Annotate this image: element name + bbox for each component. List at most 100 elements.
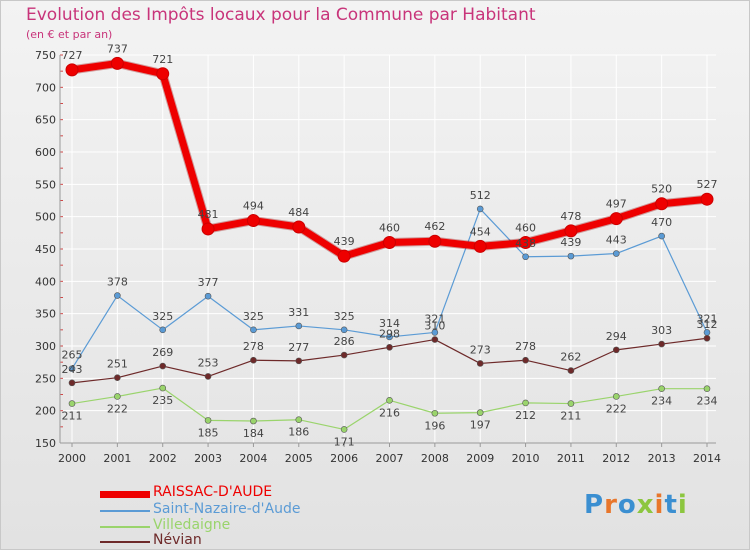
data-label: 222	[107, 402, 128, 415]
y-tick-label: 200	[35, 405, 56, 418]
legend-label: RAISSAC-D'AUDE	[153, 484, 273, 500]
data-point	[386, 397, 393, 404]
data-point	[476, 205, 484, 213]
data-label: 186	[288, 426, 309, 439]
data-point	[522, 356, 529, 364]
data-label: 443	[606, 234, 627, 247]
data-label: 484	[288, 206, 309, 219]
x-tick-label: 2010	[512, 452, 540, 465]
y-tick-label: 600	[35, 146, 56, 159]
data-label: 321	[424, 312, 445, 325]
y-tick-label: 350	[35, 308, 56, 321]
data-label: 470	[651, 216, 672, 229]
y-tick-label: 700	[35, 81, 56, 94]
data-label: 737	[107, 42, 128, 55]
data-label: 277	[288, 341, 309, 354]
data-label: 527	[697, 178, 718, 191]
y-tick-label: 550	[35, 178, 56, 191]
data-label: 211	[62, 410, 83, 423]
data-point	[476, 409, 484, 416]
brand-letter: t	[664, 490, 678, 520]
data-point	[612, 346, 620, 354]
data-label: 312	[697, 318, 718, 331]
brand-letter: P	[584, 490, 605, 520]
legend-label: Saint-Nazaire-d'Aude	[153, 501, 301, 517]
data-point	[340, 351, 348, 359]
data-label: 269	[152, 346, 173, 359]
x-tick-label: 2008	[421, 452, 449, 465]
data-label: 171	[334, 435, 355, 448]
legend-label: Névian	[153, 532, 202, 548]
data-label: 494	[243, 200, 264, 213]
data-point	[386, 333, 393, 341]
legend-swatch	[100, 541, 150, 543]
data-label: 185	[198, 426, 219, 439]
chart-title: Evolution des Impôts locaux pour la Comm…	[26, 5, 536, 25]
data-point	[522, 253, 529, 261]
legend-swatch	[100, 490, 150, 498]
x-tick-label: 2013	[648, 452, 676, 465]
data-point	[431, 336, 439, 343]
x-tick-label: 2004	[239, 452, 267, 465]
data-point	[246, 214, 260, 228]
data-point	[428, 234, 442, 248]
data-point	[658, 340, 665, 348]
data-point	[204, 373, 212, 380]
x-tick-label: 2001	[103, 452, 131, 465]
data-point	[295, 322, 303, 330]
legend-swatch	[100, 510, 150, 512]
data-point	[519, 236, 533, 250]
data-label: 454	[470, 225, 491, 238]
data-label: 234	[697, 395, 718, 408]
data-label: 278	[243, 340, 264, 353]
data-label: 298	[379, 327, 400, 340]
data-point	[703, 329, 711, 336]
x-tick-label: 2003	[194, 452, 222, 465]
data-point	[295, 416, 303, 424]
data-point	[159, 326, 167, 334]
data-label: 727	[62, 49, 83, 62]
data-point	[567, 400, 575, 407]
data-point	[68, 379, 76, 387]
data-label: 234	[651, 395, 672, 408]
data-label: 303	[651, 324, 672, 337]
legend-swatch	[100, 526, 150, 528]
data-point	[609, 212, 623, 226]
brand-letter: x	[636, 490, 655, 520]
data-point	[156, 67, 170, 81]
data-point	[703, 385, 711, 392]
data-point	[114, 292, 121, 299]
grid	[60, 54, 716, 444]
x-tick-label: 2000	[58, 452, 86, 465]
legend-label: Villedaigne	[153, 517, 231, 533]
data-point	[567, 252, 575, 260]
data-label: 721	[152, 53, 173, 66]
data-label: 211	[560, 410, 581, 423]
data-point	[114, 374, 121, 381]
brand-letter: r	[604, 490, 618, 520]
data-point	[612, 250, 620, 257]
x-tick-label: 2006	[330, 452, 358, 465]
data-label: 310	[424, 320, 445, 333]
data-point	[250, 356, 257, 364]
data-label: 497	[606, 198, 627, 211]
data-point	[473, 239, 487, 253]
data-label: 438	[515, 237, 536, 250]
data-label: 439	[560, 236, 581, 249]
series-layer	[65, 56, 714, 433]
data-label: 478	[560, 210, 581, 223]
data-point	[383, 236, 396, 250]
data-labels: 211 222 235 185 184 186 171 216 196 197 212 211 222 2…	[62, 42, 718, 448]
brand-letter: i	[677, 490, 688, 520]
data-label: 235	[152, 394, 173, 407]
x-tick-label: 2009	[466, 452, 494, 465]
y-tick-label: 400	[35, 275, 56, 288]
data-label: 481	[198, 208, 219, 221]
y-tick-label: 250	[35, 372, 56, 385]
data-label: 265	[62, 349, 83, 362]
data-point	[700, 192, 714, 206]
data-point	[655, 197, 669, 211]
data-label: 262	[560, 351, 581, 364]
data-point	[564, 224, 578, 238]
data-label: 439	[334, 235, 355, 248]
